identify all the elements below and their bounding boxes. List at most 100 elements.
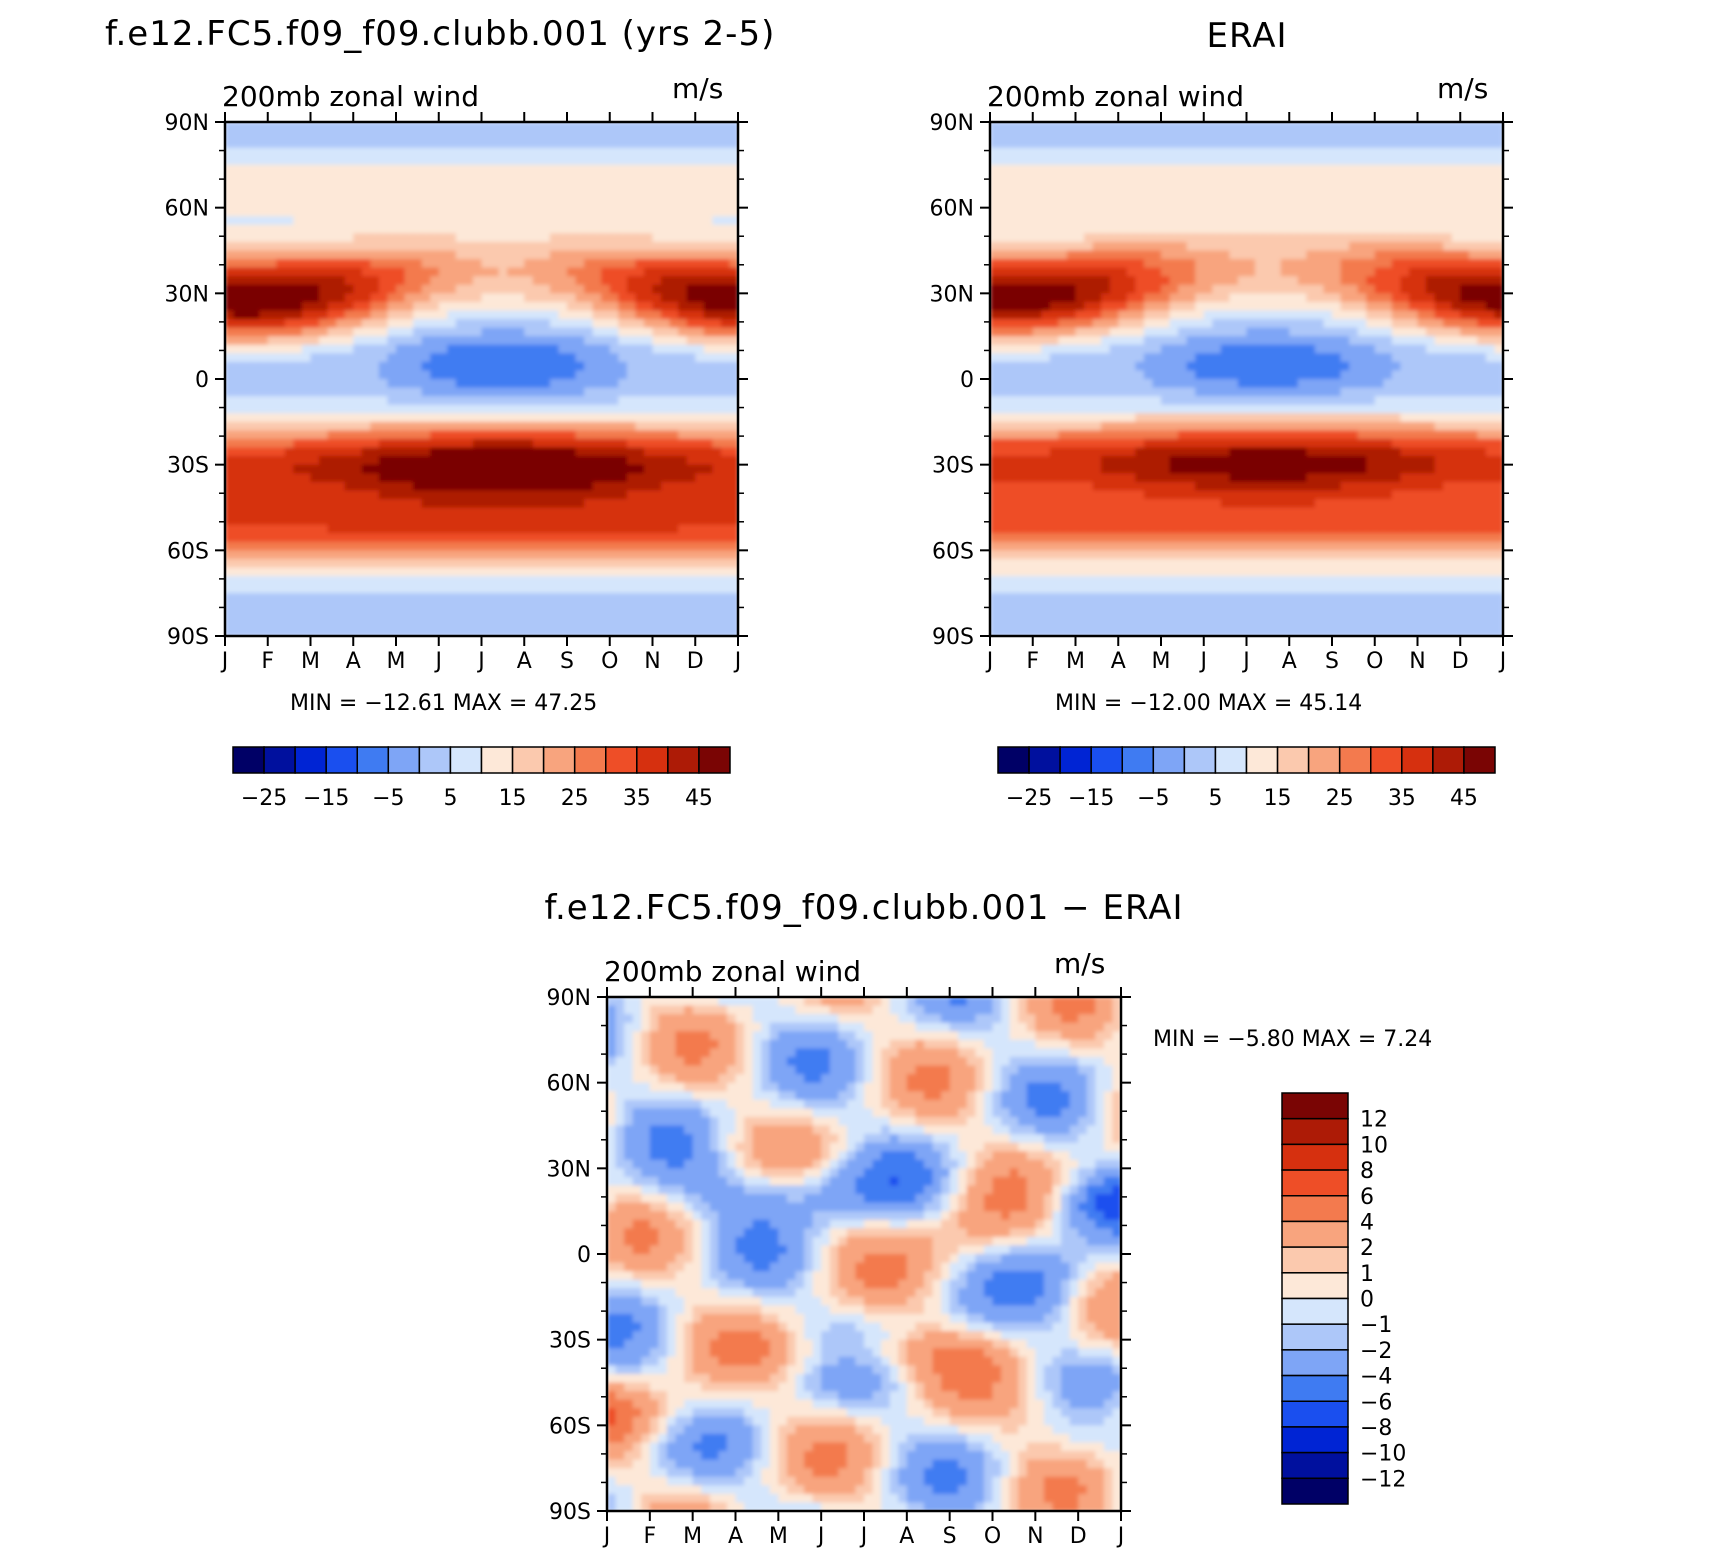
month-tick-label: S — [560, 649, 574, 674]
month-tick-label: O — [601, 649, 618, 674]
month-tick-label: D — [1452, 649, 1469, 674]
colorbar-label: −15 — [303, 786, 349, 811]
lat-tick-label: 0 — [960, 368, 974, 393]
colorbar-swatch — [232, 746, 265, 774]
panel2-colorbar: −25 −15 −5 5 15 25 35 45 — [997, 746, 1496, 811]
month-tick-label: N — [1409, 649, 1425, 674]
month-tick-label: M — [1152, 649, 1171, 674]
lat-tick-label: 60S — [167, 539, 209, 564]
month-tick-label: J — [476, 649, 485, 674]
colorbar-label: 1 — [1360, 1262, 1374, 1287]
colorbar-swatch — [997, 746, 1030, 774]
colorbar-swatch — [1281, 1426, 1349, 1454]
colorbar-label: −5 — [1137, 786, 1169, 811]
month-tick-label: A — [1111, 649, 1126, 674]
colorbar-swatch — [511, 746, 545, 774]
month-tick-label: J — [816, 1524, 825, 1549]
month-tick-label: D — [1070, 1524, 1087, 1549]
month-tick-label: A — [899, 1524, 914, 1549]
colorbar-swatch — [1090, 746, 1123, 774]
lat-tick-label: 30N — [547, 1157, 591, 1182]
colorbar-swatch — [1281, 1477, 1349, 1505]
month-tick-label: A — [517, 649, 532, 674]
lat-tick-label: 30S — [167, 454, 209, 479]
colorbar-swatch — [1281, 1195, 1349, 1223]
month-tick-label: J — [985, 649, 994, 674]
lat-tick-label: 30S — [549, 1329, 591, 1354]
month-tick-label: M — [769, 1524, 788, 1549]
colorbar-swatch — [1028, 746, 1061, 774]
colorbar-swatch — [449, 746, 483, 774]
panel2-field-label: 200mb zonal wind — [987, 80, 1244, 113]
colorbar-swatch — [1281, 1220, 1349, 1248]
colorbar-label: 15 — [499, 786, 527, 811]
colorbar-label: 15 — [1264, 786, 1292, 811]
lat-tick-label: 90N — [165, 111, 209, 136]
colorbar-swatch — [1121, 746, 1155, 774]
colorbar-label: 35 — [623, 786, 651, 811]
month-tick-label: J — [1116, 1524, 1125, 1549]
colorbar-swatch — [1338, 746, 1372, 774]
month-tick-label: J — [602, 1524, 611, 1549]
colorbar-label: −1 — [1360, 1313, 1392, 1338]
month-tick-label: M — [683, 1524, 702, 1549]
panel2-contour-field — [990, 122, 1503, 636]
colorbar-label: −25 — [1006, 786, 1052, 811]
month-tick-label: S — [1325, 649, 1339, 674]
colorbar-swatch — [698, 746, 731, 774]
lat-tick-label: 0 — [577, 1243, 591, 1268]
colorbar-swatch — [1281, 1323, 1349, 1351]
panel1-title: f.e12.FC5.f09_f09.clubb.001 (yrs 2-5) — [105, 14, 775, 54]
month-tick-label: J — [1199, 649, 1208, 674]
colorbar-label: −5 — [372, 786, 404, 811]
colorbar-swatch — [1401, 746, 1434, 774]
panel1-colorbar: −25 −15 −5 5 15 25 35 45 — [232, 746, 731, 811]
month-tick-label: N — [1027, 1524, 1043, 1549]
month-tick-label: N — [644, 649, 660, 674]
colorbar-swatch — [263, 746, 296, 774]
colorbar-label: −6 — [1360, 1390, 1392, 1415]
panel1-contour-field — [225, 122, 738, 636]
panel3-field-label: 200mb zonal wind — [604, 955, 861, 988]
lat-tick-label: 30N — [165, 282, 209, 307]
lat-tick-label: 90N — [547, 986, 591, 1011]
colorbar-swatch — [1307, 746, 1341, 774]
month-tick-label: M — [387, 649, 406, 674]
colorbar-swatch — [1276, 746, 1310, 774]
colorbar-label: −2 — [1360, 1339, 1392, 1364]
panel1-field-label: 200mb zonal wind — [222, 80, 479, 113]
lat-tick-label: 60N — [547, 1072, 591, 1097]
colorbar-swatch — [667, 746, 700, 774]
colorbar-label: −25 — [241, 786, 287, 811]
colorbar-label: 35 — [1388, 786, 1416, 811]
month-tick-label: F — [644, 1524, 657, 1549]
colorbar-label: 8 — [1360, 1159, 1374, 1184]
panel2-minmax: MIN = −12.00 MAX = 45.14 — [1055, 691, 1362, 716]
colorbar-label: 25 — [561, 786, 589, 811]
panel3-contour-field — [607, 997, 1121, 1511]
month-tick-label: M — [301, 649, 320, 674]
month-tick-label: A — [728, 1524, 743, 1549]
colorbar-label: 5 — [1208, 786, 1222, 811]
panel3-minmax: MIN = −5.80 MAX = 7.24 — [1153, 1027, 1432, 1052]
month-tick-label: D — [687, 649, 704, 674]
panel3-axes: J F M A M J J A S O N D J 90N 60N 30N 0 30S 60S 90S — [547, 986, 1131, 1549]
month-tick-label: S — [943, 1524, 957, 1549]
colorbar-swatch — [1281, 1297, 1349, 1325]
colorbar-label: 45 — [1450, 786, 1478, 811]
panel3-title: f.e12.FC5.f09_f09.clubb.001 − ERAI — [545, 888, 1184, 928]
colorbar-label: 2 — [1360, 1236, 1374, 1261]
month-tick-label: J — [733, 649, 742, 674]
lat-tick-label: 60S — [932, 539, 974, 564]
colorbar-swatch — [1281, 1451, 1349, 1480]
colorbar-swatch — [325, 746, 358, 774]
colorbar-swatch — [1463, 746, 1496, 774]
colorbar-swatch — [542, 746, 576, 774]
month-tick-label: J — [434, 649, 443, 674]
colorbar-swatch — [1281, 1117, 1349, 1146]
colorbar-swatch — [1281, 1169, 1349, 1197]
colorbar-swatch — [1245, 746, 1279, 774]
colorbar-label: −4 — [1360, 1365, 1392, 1390]
month-tick-label: F — [261, 649, 274, 674]
